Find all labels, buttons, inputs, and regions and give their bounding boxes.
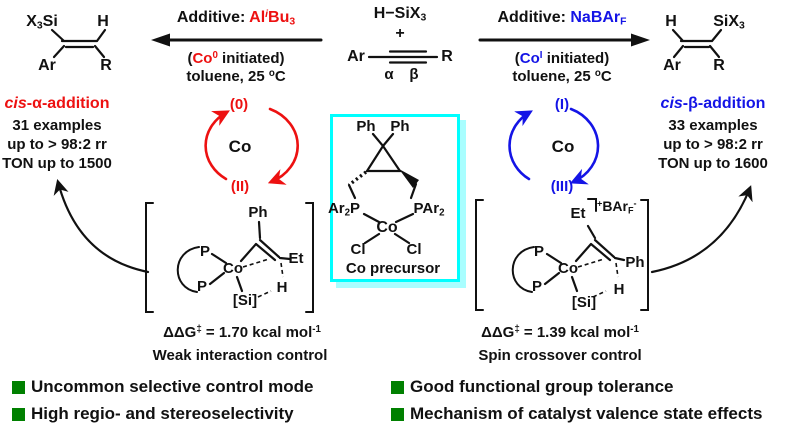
left-ts-ph-label: Ph bbox=[248, 204, 268, 221]
left-reaction-arrow bbox=[151, 33, 323, 47]
left-ts-control-label: Weak interaction control bbox=[152, 347, 328, 364]
alpha-label: α bbox=[384, 66, 394, 83]
red-catalytic-cycle-arrows bbox=[204, 107, 299, 185]
precursor-phosphine-left-label: Ar2P bbox=[327, 200, 361, 219]
left-curved-arrow bbox=[53, 179, 150, 274]
right-product-selectivity: up to > 98:2 rr bbox=[663, 136, 763, 153]
left-ts-energy: ΔΔG‡ = 1.70 kcal mol-1 bbox=[163, 324, 321, 341]
left-product-r-label: R bbox=[100, 57, 112, 74]
precursor-ph-left-label: Ph bbox=[356, 118, 376, 135]
highlight-item: High regio- and stereoselectivity bbox=[12, 404, 294, 424]
left-product-silyl-label: X3Si bbox=[26, 13, 58, 32]
right-product-examples: 33 examples bbox=[668, 117, 758, 134]
alkyne-skeleton bbox=[367, 50, 439, 64]
right-product-skeleton bbox=[671, 28, 723, 59]
left-product-ton: TON up to 1500 bbox=[2, 155, 112, 172]
left-product-h-label: H bbox=[97, 13, 109, 30]
right-ts-counterion-label: +BArF- bbox=[597, 198, 637, 216]
right-ts-metal-label: Co bbox=[558, 260, 578, 277]
right-cycle-state-bottom: (III) bbox=[550, 178, 574, 195]
green-square-icon bbox=[12, 407, 25, 421]
precursor-caption: Co precursor bbox=[345, 260, 441, 277]
right-product-silyl-label: SiX3 bbox=[713, 13, 745, 32]
left-ts-p-bottom-label: P bbox=[196, 278, 208, 295]
highlight-item: Mechanism of catalyst valence state effe… bbox=[391, 404, 762, 424]
left-additive-label: Additive: AliBu3 bbox=[176, 9, 296, 28]
left-product-name: cis-α-addition bbox=[4, 95, 110, 112]
right-product-ar-label: Ar bbox=[663, 57, 681, 74]
right-product-name: cis-β-addition bbox=[660, 95, 766, 112]
right-product-h-label: H bbox=[665, 13, 677, 30]
right-conditions-label: toluene, 25 oC bbox=[512, 68, 612, 85]
right-ts-p-bottom-label: P bbox=[531, 278, 543, 295]
precursor-ph-right-label: Ph bbox=[390, 118, 410, 135]
precursor-phosphine-right-label: PAr2 bbox=[413, 200, 445, 219]
right-additive-label: Additive: NaBArF bbox=[497, 9, 627, 28]
left-ts-h-label: H bbox=[276, 279, 288, 296]
right-ts-et-label: Et bbox=[570, 205, 586, 222]
left-conditions-label: toluene, 25 oC bbox=[186, 68, 286, 85]
alkyne-ar-label: Ar bbox=[347, 48, 365, 65]
precursor-metal-label: Co bbox=[376, 219, 398, 236]
left-ts-metal-label: Co bbox=[223, 260, 243, 277]
right-product-r-label: R bbox=[713, 57, 725, 74]
right-ts-si-label: [Si] bbox=[571, 294, 597, 311]
left-product-examples: 31 examples bbox=[12, 117, 102, 134]
silane-label: H−SiX3 bbox=[373, 5, 427, 24]
right-ts-ph-label: Ph bbox=[625, 254, 645, 271]
left-cycle-metal: Co bbox=[228, 137, 252, 156]
highlight-item: Good functional group tolerance bbox=[391, 377, 674, 397]
right-cycle-metal: Co bbox=[551, 137, 575, 156]
precursor-cl-left-label: Cl bbox=[350, 241, 366, 258]
left-cycle-state-bottom: (II) bbox=[230, 178, 250, 195]
left-initiator-label: (Co0 initiated) bbox=[187, 50, 285, 67]
right-initiator-label: (CoI initiated) bbox=[514, 50, 610, 67]
left-ts-p-top-label: P bbox=[199, 243, 211, 260]
green-square-icon bbox=[391, 407, 404, 421]
right-curved-arrow bbox=[650, 185, 753, 274]
alkyne-r-label: R bbox=[441, 48, 453, 65]
left-product-ar-label: Ar bbox=[38, 57, 56, 74]
right-ts-h-label: H bbox=[613, 281, 625, 298]
right-cycle-state-top: (I) bbox=[554, 96, 570, 113]
right-reaction-arrow bbox=[478, 33, 650, 47]
precursor-cl-right-label: Cl bbox=[406, 241, 422, 258]
left-product-skeleton bbox=[50, 28, 107, 59]
right-ts-energy: ΔΔG‡ = 1.39 kcal mol-1 bbox=[481, 324, 639, 341]
beta-label: β bbox=[409, 66, 419, 83]
right-product-ton: TON up to 1600 bbox=[658, 155, 768, 172]
right-ts-control-label: Spin crossover control bbox=[478, 347, 642, 364]
right-ts-p-top-label: P bbox=[533, 243, 545, 260]
left-cycle-state-top: (0) bbox=[229, 96, 249, 113]
green-square-icon bbox=[391, 380, 404, 394]
green-square-icon bbox=[12, 380, 25, 394]
plus-sign: + bbox=[395, 25, 405, 42]
left-product-selectivity: up to > 98:2 rr bbox=[7, 136, 107, 153]
highlight-item: Uncommon selective control mode bbox=[12, 377, 313, 397]
left-ts-si-label: [Si] bbox=[232, 292, 258, 309]
catalyst-precursor-box bbox=[330, 114, 460, 282]
left-ts-et-label: Et bbox=[288, 250, 304, 267]
